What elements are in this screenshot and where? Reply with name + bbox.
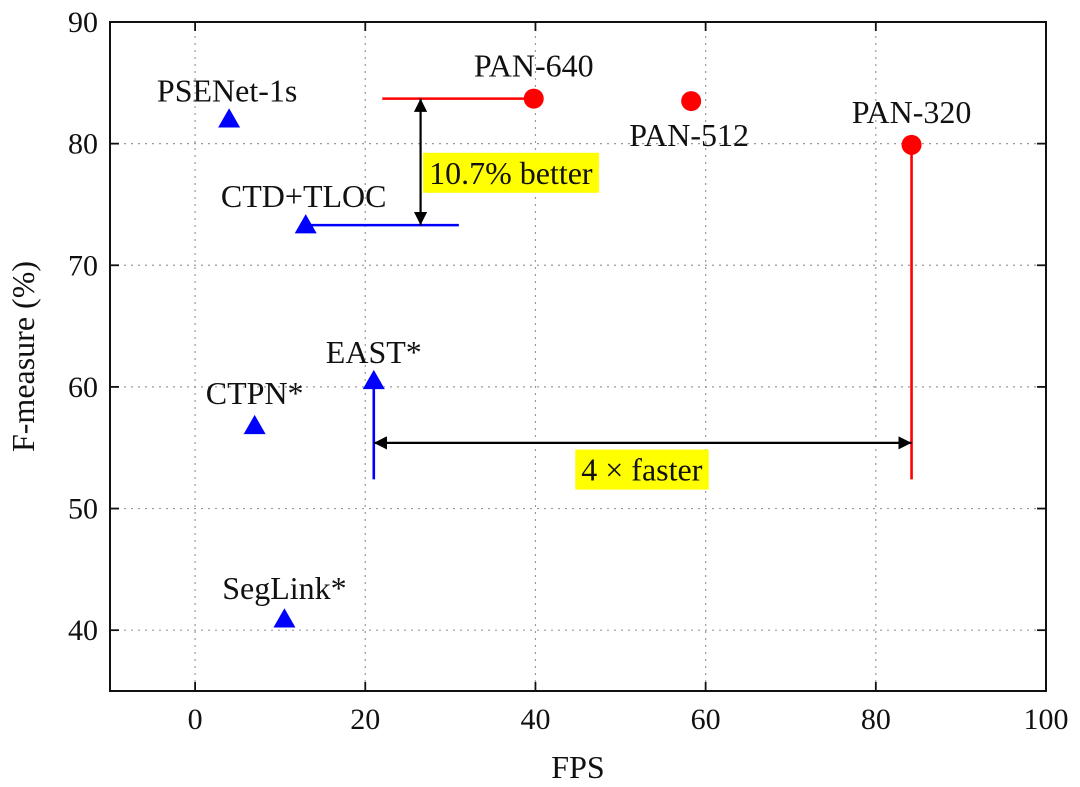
point-east-label: EAST* — [326, 334, 422, 370]
annotation-10-7-better-highlight — [423, 152, 599, 193]
plot-frame — [109, 21, 1047, 692]
point-east-marker — [362, 369, 385, 390]
x-tick-label-60: 60 — [691, 703, 721, 736]
point-pan-640-label: PAN-640 — [474, 48, 594, 84]
axes: 0 20 40 60 80 100 40 50 60 70 80 90 — [68, 6, 1069, 736]
annotation-4-faster: 4 × faster — [575, 449, 709, 490]
point-pan-512-label: PAN-512 — [629, 117, 749, 153]
point-seglink-marker — [273, 608, 296, 628]
y-tick-label-80: 80 — [68, 128, 98, 161]
y-tick-label-70: 70 — [68, 249, 98, 282]
data-points: PSENet-1s CTD+TLOC EAST* CTPN* SegLink* PAN-6… — [157, 48, 972, 628]
annotation-10-7-better: 10.7% better — [423, 152, 599, 193]
x-tick-label-80: 80 — [861, 703, 891, 736]
y-tick-label-60: 60 — [68, 371, 98, 404]
annotations: 10.7% better 4 × faster — [373, 98, 912, 490]
grid-lines — [110, 22, 1046, 691]
point-psenet-1s-label: PSENet-1s — [157, 72, 297, 108]
point-psenet-1s-marker — [218, 108, 241, 128]
annotation-4-faster-highlight — [575, 449, 709, 490]
point-pan-320-label: PAN-320 — [852, 94, 972, 130]
y-axis-title: F-measure (%) — [5, 261, 41, 452]
x-tick-label-40: 40 — [520, 703, 550, 736]
point-pan-512-marker — [681, 91, 702, 112]
y-tick-label-40: 40 — [68, 614, 98, 647]
point-ctpn-marker — [243, 414, 266, 435]
annotation-4-faster-text: 4 × faster — [581, 452, 702, 488]
point-ctpn-label: CTPN* — [206, 375, 304, 411]
point-pan-640-marker — [523, 88, 544, 109]
annotation-10-7-better-text: 10.7% better — [429, 155, 593, 191]
x-tick-label-0: 0 — [188, 703, 203, 736]
reference-lines — [305, 97, 913, 480]
x-axis-title: FPS — [551, 749, 604, 785]
point-ctd-tloc-marker — [294, 214, 317, 234]
y-tick-label-90: 90 — [68, 6, 98, 39]
point-ctd-tloc-label: CTD+TLOC — [221, 178, 387, 214]
point-pan-320-marker — [901, 134, 922, 155]
x-tick-label-20: 20 — [350, 703, 380, 736]
y-tick-label-50: 50 — [68, 493, 98, 526]
point-seglink-label: SegLink* — [222, 570, 346, 606]
x-tick-label-100: 100 — [1024, 703, 1069, 736]
